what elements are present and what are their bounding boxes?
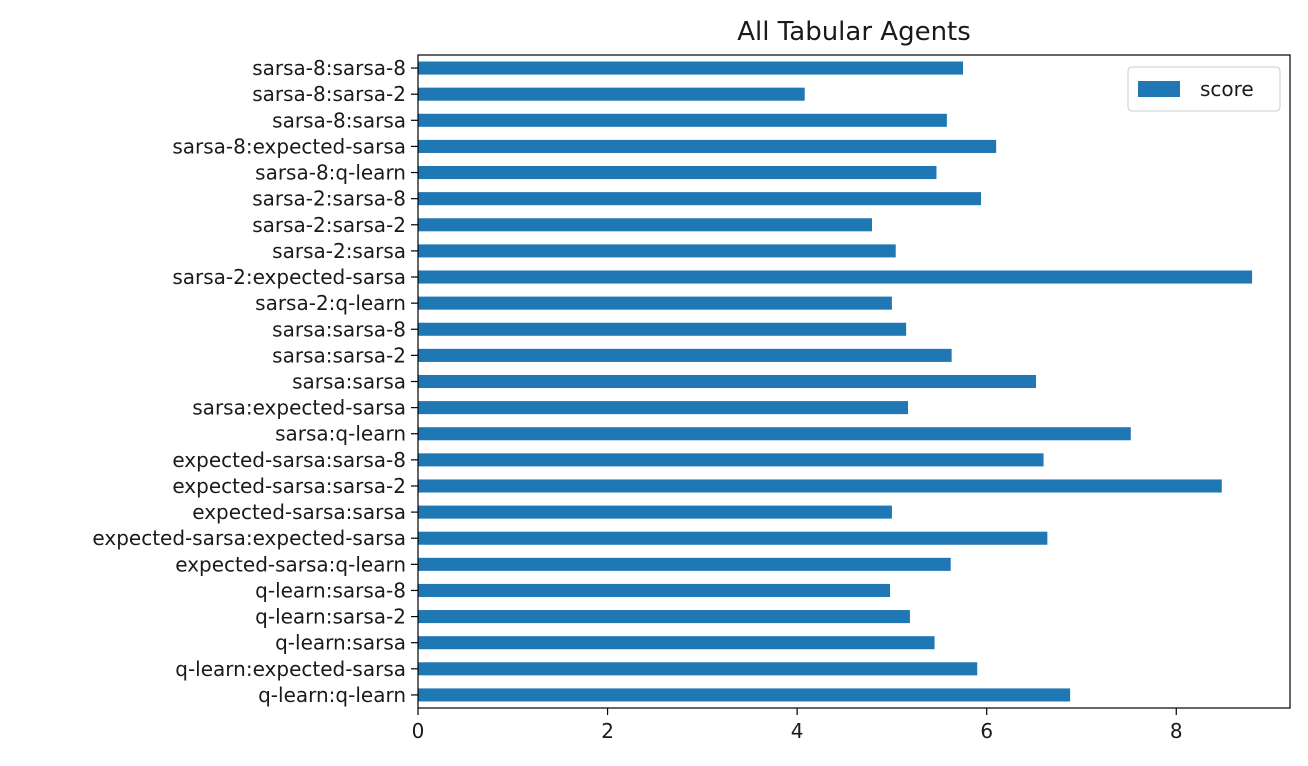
bar (418, 61, 963, 75)
bars-group (418, 61, 1253, 702)
bar (418, 427, 1131, 441)
bar (418, 531, 1048, 545)
bar (418, 218, 873, 232)
legend-label: score (1200, 77, 1254, 101)
bar (418, 244, 896, 258)
y-tick-label: sarsa-2:expected-sarsa (172, 265, 406, 289)
y-tick-label: expected-sarsa:expected-sarsa (92, 526, 406, 550)
y-tick-label: sarsa-8:sarsa-2 (252, 82, 406, 106)
y-tick-label: sarsa-8:expected-sarsa (172, 134, 406, 158)
x-tick-label: 2 (601, 719, 614, 743)
bar (418, 557, 951, 571)
bar (418, 662, 978, 676)
bar (418, 296, 892, 310)
y-tick-label: sarsa-8:sarsa (272, 108, 406, 132)
y-tick-label: sarsa-2:sarsa-2 (252, 213, 406, 237)
y-tick-label: sarsa-2:q-learn (255, 291, 406, 315)
bar (418, 166, 937, 180)
y-tick-label: q-learn:expected-sarsa (175, 657, 406, 681)
bar (418, 401, 909, 415)
bar (418, 348, 952, 362)
bar (418, 322, 907, 336)
y-tick-label: expected-sarsa:sarsa (192, 500, 406, 524)
y-tick-label: sarsa-2:sarsa-8 (252, 187, 406, 211)
y-tick-label: sarsa:q-learn (275, 422, 406, 446)
x-tick-label: 4 (791, 719, 804, 743)
bar (418, 453, 1044, 467)
y-tick-label: q-learn:q-learn (258, 683, 406, 707)
y-tick-label: sarsa-8:sarsa-8 (252, 56, 406, 80)
bar (418, 192, 982, 206)
x-tick-label: 0 (412, 719, 425, 743)
bar (418, 87, 805, 101)
y-tick-label: sarsa:expected-sarsa (192, 396, 406, 420)
y-axis: sarsa-8:sarsa-8sarsa-8:sarsa-2sarsa-8:sa… (92, 56, 418, 707)
y-tick-label: sarsa-2:sarsa (272, 239, 406, 263)
bar (418, 688, 1071, 702)
bar (418, 479, 1222, 493)
bar (418, 270, 1253, 284)
bar (418, 505, 892, 519)
bar (418, 610, 910, 624)
y-tick-label: expected-sarsa:sarsa-8 (172, 448, 406, 472)
legend: score (1127, 66, 1281, 112)
y-tick-label: expected-sarsa:q-learn (175, 552, 406, 576)
x-tick-label: 6 (980, 719, 993, 743)
y-tick-label: sarsa:sarsa-8 (272, 317, 406, 341)
y-tick-label: q-learn:sarsa (275, 631, 406, 655)
y-tick-label: q-learn:sarsa-2 (255, 605, 406, 629)
legend-swatch (1138, 81, 1180, 97)
x-axis: 0 2 4 6 8 (412, 708, 1183, 743)
y-tick-label: sarsa:sarsa-2 (272, 343, 406, 367)
chart-title: All Tabular Agents (737, 17, 971, 47)
y-tick-label: sarsa:sarsa (292, 370, 406, 394)
x-tick-label: 8 (1170, 719, 1183, 743)
bar (418, 374, 1036, 389)
y-tick-label: expected-sarsa:sarsa-2 (172, 474, 406, 498)
bar (418, 583, 891, 597)
y-tick-label: sarsa-8:q-learn (255, 161, 406, 185)
bar (418, 636, 935, 650)
y-tick-label: q-learn:sarsa-8 (255, 578, 406, 602)
bar (418, 113, 947, 127)
legend-box (1127, 66, 1281, 112)
bar (418, 139, 997, 153)
